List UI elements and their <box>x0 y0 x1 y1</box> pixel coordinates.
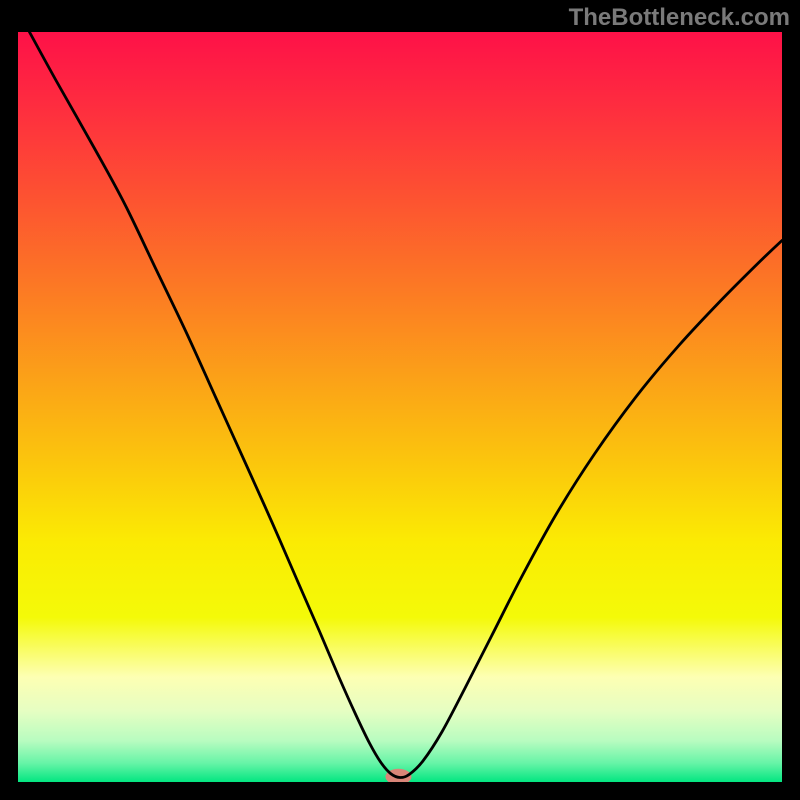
curve-layer <box>18 32 782 782</box>
attribution-text: TheBottleneck.com <box>569 4 790 32</box>
chart-container: TheBottleneck.com <box>0 0 800 800</box>
bottleneck-curve <box>29 32 782 778</box>
plot-area <box>18 32 782 782</box>
